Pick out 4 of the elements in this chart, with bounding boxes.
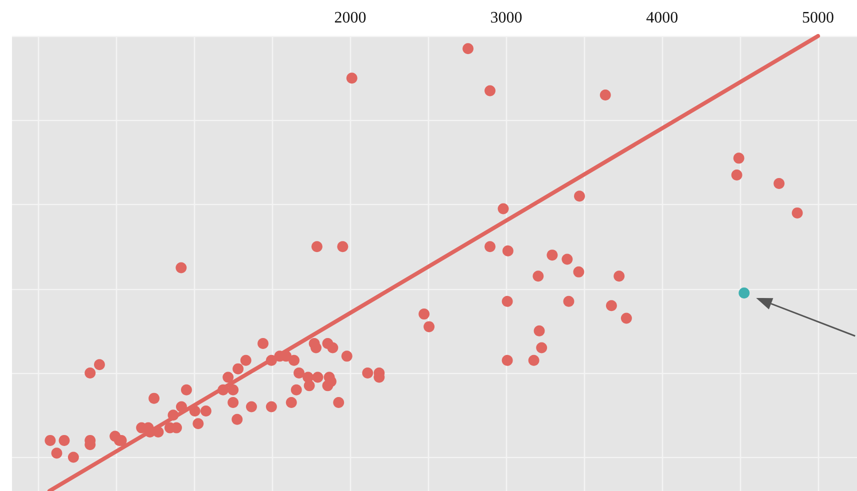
x-tick-label: 5000: [802, 10, 834, 26]
x-tick-label: 2000: [334, 10, 366, 26]
x-tick-label: 3000: [490, 10, 522, 26]
x-tick-label: 4000: [646, 10, 678, 26]
